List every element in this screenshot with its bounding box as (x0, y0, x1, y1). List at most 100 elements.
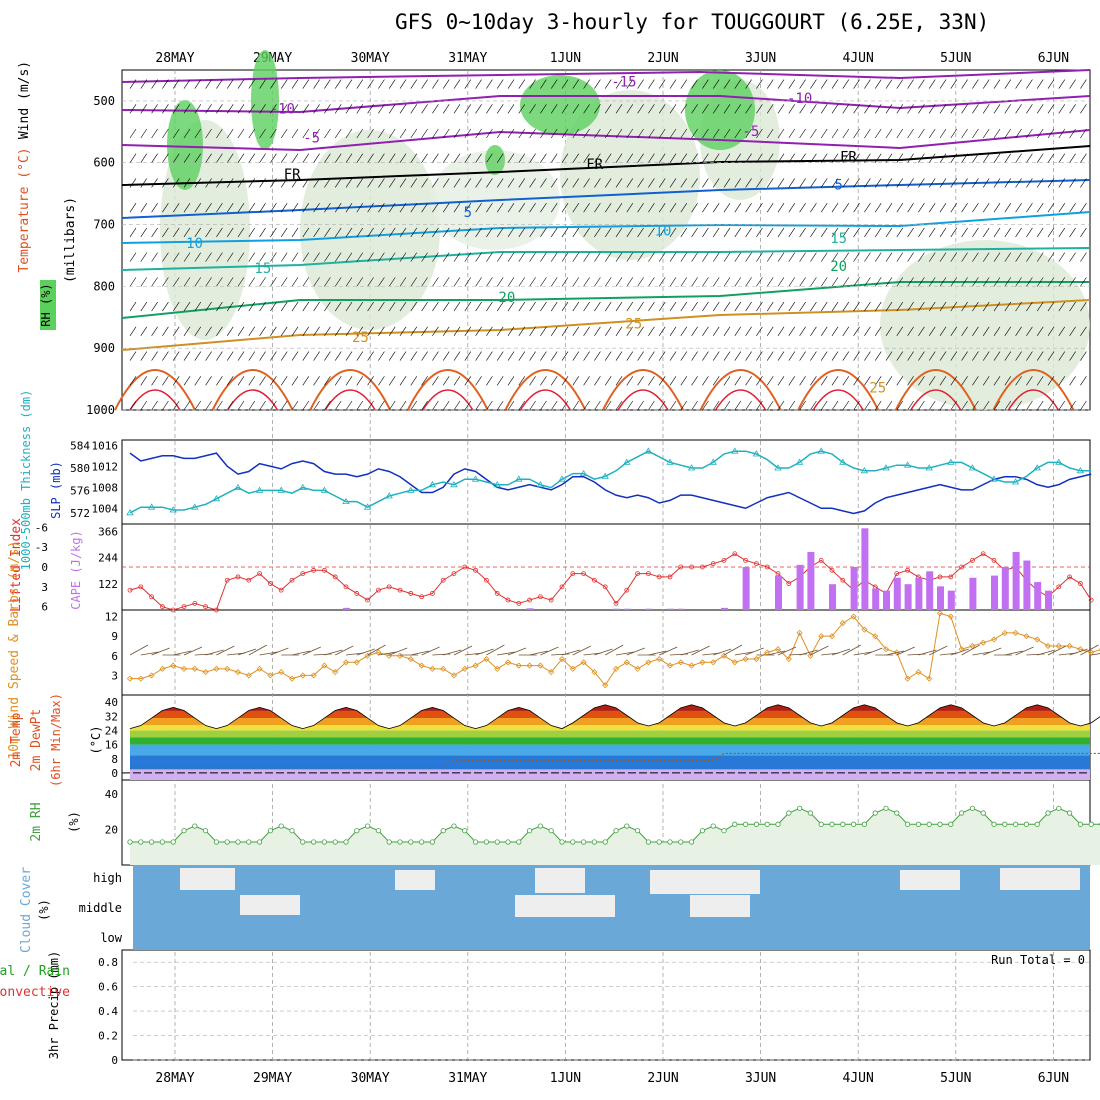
thickness-marker (493, 481, 501, 488)
wind-barb (410, 252, 418, 262)
wind-barb (1047, 153, 1055, 163)
wind-speed-marker (537, 662, 544, 669)
surface-wind-barb (183, 646, 203, 656)
wind-barb (907, 227, 914, 238)
wind-barb (475, 178, 482, 188)
wind-barb (486, 326, 493, 336)
wind-speed-marker (872, 633, 879, 640)
wind-barb (637, 301, 644, 312)
wind-barb (1080, 277, 1087, 287)
wind-barb (702, 277, 709, 287)
wind-barb (766, 351, 774, 361)
wind-barb (1036, 301, 1044, 312)
temp-tick: 8 (111, 753, 118, 766)
wind-barb (637, 400, 644, 411)
pressure-tick: 500 (93, 94, 115, 108)
wind-barb (421, 203, 428, 213)
wind-barb (1026, 153, 1033, 163)
wind-barb (680, 203, 688, 213)
rh-marker (472, 839, 479, 845)
wind-barb (507, 128, 515, 139)
wind-barb (853, 128, 860, 139)
wind-barb (216, 376, 223, 386)
li-marker (440, 577, 446, 583)
wind-barb (162, 128, 169, 139)
wind-barb (378, 301, 385, 312)
wind-barb (810, 252, 817, 262)
isotherm-label: -15 (611, 75, 636, 91)
wind-barb (766, 277, 774, 287)
wind-barb (853, 277, 860, 287)
wind-barb (723, 79, 731, 89)
wind-barb (129, 153, 137, 163)
surface-wind-barb (1004, 650, 1023, 656)
wind-barb (518, 178, 526, 188)
wind-barb (529, 153, 536, 163)
isotherm-label: FR (840, 149, 857, 165)
wind-barb (302, 153, 310, 163)
rh-marker (883, 805, 889, 811)
wind-barb (291, 376, 299, 386)
wind-barb (939, 153, 947, 163)
wind-barb (291, 178, 299, 188)
wind-barb (777, 128, 785, 139)
wind-barb (572, 104, 580, 114)
wind-barb (388, 326, 396, 336)
wind-barb (972, 128, 979, 139)
isotherm-hot (422, 389, 474, 411)
wind-barb (378, 326, 385, 336)
surface-wind-barb (378, 651, 397, 656)
wind-barb (216, 128, 223, 139)
wind-barb (734, 104, 742, 114)
wind-barb (453, 351, 461, 361)
wind-barb (1047, 252, 1055, 262)
wind-speed-marker (440, 665, 447, 672)
wind-barb (626, 326, 634, 336)
wind-barb (399, 376, 407, 386)
wind-barb (280, 79, 288, 89)
wind-barb (799, 104, 806, 114)
surface-wind-barb (1015, 646, 1034, 656)
wind-barb (345, 252, 353, 262)
cloud-level-middle: middle (79, 901, 122, 915)
wind-barb (842, 227, 850, 238)
wind-barb (399, 400, 407, 411)
wind-barb (604, 128, 612, 139)
isotherm-warm (797, 369, 880, 411)
wind-barb (1069, 326, 1076, 336)
temp-bands (130, 704, 1090, 780)
wind-barb (550, 153, 558, 163)
wind-barb (972, 79, 979, 89)
wind-barb (810, 203, 817, 213)
wind-barb (442, 104, 450, 114)
date-label-bottom: 28MAY (155, 1071, 194, 1086)
wind-barb (388, 178, 396, 188)
wind-barb (637, 178, 644, 188)
wind-barb (345, 79, 353, 89)
wind-barb (820, 376, 828, 386)
rh-marker (440, 828, 446, 834)
wind-barb (928, 203, 936, 213)
wind-barb (820, 104, 828, 114)
wind-barb (496, 227, 504, 238)
wind-barb (388, 351, 396, 361)
wind-speed-marker (396, 652, 404, 659)
wind-barb (1047, 128, 1055, 139)
li-marker (538, 594, 543, 600)
wind-barb (691, 351, 698, 361)
wind-barb (302, 351, 310, 361)
ylabel-thickness: 1000-500mb Thickness (dm) (19, 390, 33, 571)
wind-barb (356, 400, 364, 411)
wind-barb (453, 178, 461, 188)
wind-barb (680, 400, 688, 411)
wind-barb (745, 351, 752, 361)
wind-barb (1015, 227, 1022, 238)
wind-barb (961, 326, 968, 336)
wind-barb (604, 252, 612, 262)
wind-barb (1036, 252, 1044, 262)
wind-barb (194, 400, 202, 411)
wind-barb (270, 153, 277, 163)
wind-barb (874, 400, 882, 411)
wind-barb (626, 277, 634, 287)
wind-barb (907, 326, 914, 336)
